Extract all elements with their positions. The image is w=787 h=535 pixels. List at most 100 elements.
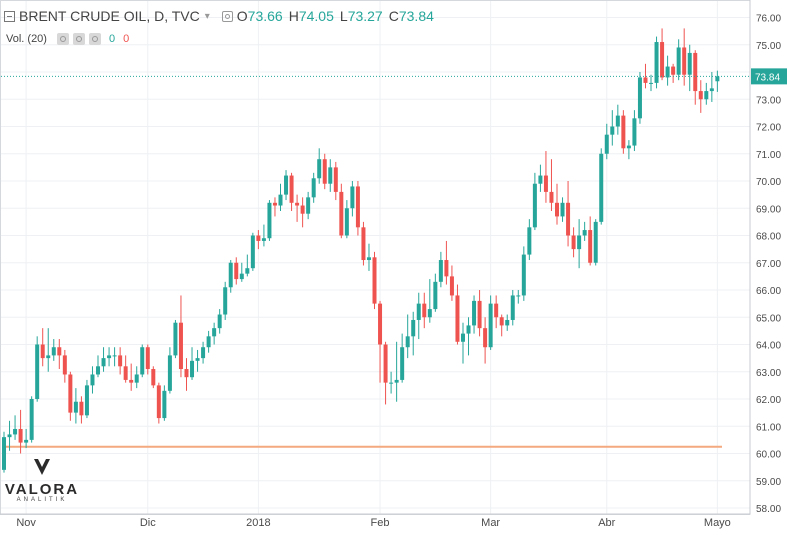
candle-body (588, 230, 593, 263)
candle (29, 396, 34, 443)
candle-body (217, 314, 222, 329)
candle-body (90, 374, 95, 386)
candle (394, 341, 399, 402)
candle (676, 39, 681, 81)
candle-body (532, 183, 537, 228)
candle-body (140, 347, 145, 375)
candle-body (300, 205, 305, 214)
candle (134, 366, 139, 389)
candle (527, 219, 532, 261)
candle (322, 153, 327, 190)
candle (84, 379, 89, 419)
candle-body (687, 52, 692, 75)
candle-body (394, 379, 399, 383)
candle-body (632, 118, 637, 146)
candle (444, 240, 449, 285)
candle (549, 159, 554, 211)
chevron-down-icon[interactable]: ▾ (204, 10, 210, 22)
y-tick-label: 65.00 (756, 313, 781, 324)
y-tick-label: 62.00 (756, 395, 781, 406)
x-tick-label: Abr (598, 517, 615, 529)
candle-body (272, 202, 277, 206)
candle-body (29, 399, 34, 440)
candle (212, 322, 217, 345)
candle-body (190, 360, 195, 378)
candle (660, 28, 665, 81)
candle-body (250, 235, 255, 269)
candle-body (715, 76, 720, 82)
candle-body (704, 91, 709, 100)
candle-body (178, 322, 183, 370)
candle-body (571, 235, 576, 250)
candle-body (366, 257, 371, 261)
visibility-icon[interactable] (56, 33, 69, 45)
candle-body (422, 303, 427, 318)
candle-body (444, 260, 449, 277)
candle-body (156, 385, 161, 419)
candle (361, 221, 366, 266)
candle (151, 366, 156, 389)
candle-body (654, 42, 659, 83)
candle-body (35, 344, 40, 399)
candle-body (212, 328, 217, 337)
candle-body (516, 295, 521, 297)
candle (355, 181, 360, 236)
candle-body (671, 66, 676, 75)
candle-body (660, 42, 665, 78)
candle-body (289, 175, 294, 203)
candle-body (151, 369, 156, 386)
candle-body (278, 194, 283, 206)
candle (350, 181, 355, 217)
x-tick-label: Mayo (704, 517, 731, 529)
candle-body (626, 145, 631, 149)
candle-body (107, 355, 112, 359)
candle (499, 314, 504, 337)
settings-icon[interactable] (72, 33, 85, 45)
candle-body (295, 202, 300, 206)
candle-body (2, 437, 6, 470)
candle (599, 148, 604, 225)
candle-body (449, 276, 454, 296)
candle-body (234, 262, 239, 280)
candle (582, 221, 587, 241)
candle (178, 295, 183, 378)
volume-down-value: 0 (123, 33, 130, 45)
candle (90, 366, 95, 394)
candle-body (527, 227, 532, 255)
candle-body (560, 202, 565, 217)
candle-body (123, 366, 128, 380)
close-icon[interactable] (88, 33, 101, 45)
candle (278, 183, 283, 211)
candle (416, 292, 421, 340)
candle (555, 183, 559, 225)
candle (571, 227, 576, 258)
candle-body (615, 115, 620, 127)
collapse-icon[interactable] (4, 10, 15, 22)
candle-body (167, 355, 172, 391)
candle-body (372, 257, 377, 304)
candle-body (18, 428, 23, 443)
visibility-icon[interactable] (221, 10, 233, 22)
candle (40, 328, 45, 367)
candle-body (51, 347, 56, 356)
candle-body (494, 303, 499, 318)
candle-body (355, 186, 360, 228)
candle (682, 28, 687, 86)
candle (472, 295, 477, 334)
candle (57, 339, 62, 370)
candle (112, 347, 117, 367)
candle (101, 347, 106, 372)
candle-layer (2, 28, 720, 473)
candle-body (698, 91, 703, 100)
low-value: 73.27 (347, 8, 383, 24)
candle (223, 281, 228, 320)
candle (267, 200, 272, 241)
candle (433, 273, 438, 312)
high-value: 74.05 (298, 8, 334, 24)
candle-body (201, 347, 206, 359)
candle (234, 257, 239, 285)
candle-body (599, 153, 604, 222)
candle (588, 216, 593, 266)
